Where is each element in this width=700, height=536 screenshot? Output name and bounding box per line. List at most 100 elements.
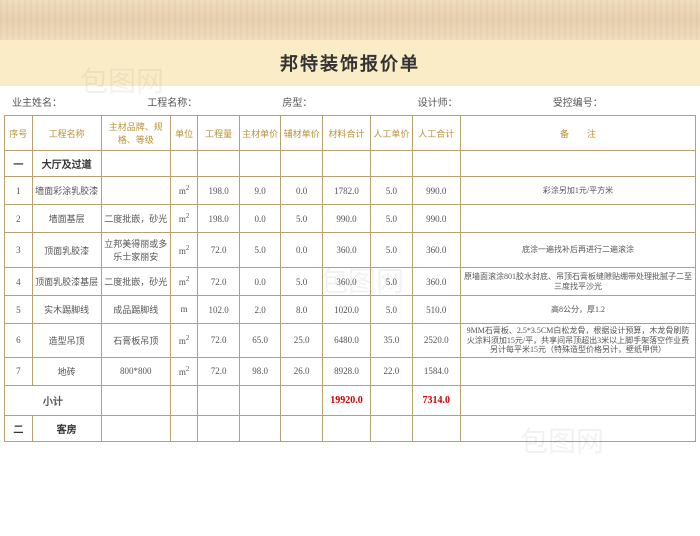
- cell-laborprice: 5.0: [371, 233, 412, 268]
- cell-auxprice: 26.0: [281, 357, 322, 385]
- wood-header: [0, 0, 700, 40]
- cell-brand: 800*800: [101, 357, 170, 385]
- cell-matprice: 65.0: [239, 324, 280, 358]
- cell-no: 5: [5, 296, 33, 324]
- cell-brand: 石膏板吊顶: [101, 324, 170, 358]
- cell-remark: [460, 205, 695, 233]
- cell-unit: m2: [170, 324, 198, 358]
- subtotal-label: 小计: [5, 385, 102, 415]
- cell-auxprice: 5.0: [281, 205, 322, 233]
- section-idx: 一: [5, 151, 33, 177]
- cell-labortotal: 990.0: [412, 177, 460, 205]
- section-row: 一大厅及过道: [5, 151, 696, 177]
- cell-unit: m2: [170, 268, 198, 296]
- cell-remark: 彩涂另加1元/平方米: [460, 177, 695, 205]
- section-name: 客房: [32, 415, 101, 441]
- cell-name: 造型吊顶: [32, 324, 101, 358]
- col-header: 材料合计: [322, 116, 370, 151]
- cell-remark: 9MM石膏板、2.5*3.5CM白松龙骨，根据设计预算，木龙骨刷防火涂料须加15…: [460, 324, 695, 358]
- cell-brand: 二度批嵌，砂光: [101, 268, 170, 296]
- table-header-row: 序号工程名称主材品牌、规格、等级单位工程量主材单价辅材单价材料合计人工单价人工合…: [5, 116, 696, 151]
- page-root: 邦特装饰报价单 业主姓名： 工程名称： 房型： 设计师： 受控编号： 序号工程名…: [0, 0, 700, 536]
- cell-auxprice: 25.0: [281, 324, 322, 358]
- control-no-value: [607, 94, 688, 109]
- table-row: 7地砖800*800m272.098.026.08928.022.01584.0: [5, 357, 696, 385]
- designer-value: [462, 94, 553, 109]
- house-type-label: 房型：: [282, 94, 312, 109]
- cell-qty: 72.0: [198, 268, 239, 296]
- col-header: 单位: [170, 116, 198, 151]
- cell-remark: 原墙面滚涂801胶水封底、吊顶石膏板缝隙贴绷带处理批腻子二至三度找平沙光: [460, 268, 695, 296]
- document-title: 邦特装饰报价单: [0, 50, 700, 76]
- project-label: 工程名称：: [147, 94, 197, 109]
- quote-table: 序号工程名称主材品牌、规格、等级单位工程量主材单价辅材单价材料合计人工单价人工合…: [4, 115, 696, 442]
- cell-brand: 立邦美得丽或多乐士家丽安: [101, 233, 170, 268]
- cell-labortotal: 510.0: [412, 296, 460, 324]
- house-type-value: [316, 94, 417, 109]
- table-row: 3顶面乳胶漆立邦美得丽或多乐士家丽安m272.05.00.0360.05.036…: [5, 233, 696, 268]
- col-header: 序号: [5, 116, 33, 151]
- cell-brand: 成品踢脚线: [101, 296, 170, 324]
- cell-remark: 底涂一遍找补后再进行二遍滚涂: [460, 233, 695, 268]
- cell-no: 2: [5, 205, 33, 233]
- cell-matprice: 2.0: [239, 296, 280, 324]
- cell-qty: 72.0: [198, 324, 239, 358]
- col-header: 主材品牌、规格、等级: [101, 116, 170, 151]
- cell-qty: 198.0: [198, 205, 239, 233]
- owner-label: 业主姓名：: [12, 94, 62, 109]
- cell-name: 实木踢脚线: [32, 296, 101, 324]
- cell-mattotal: 1020.0: [322, 296, 370, 324]
- cell-brand: 二度批嵌，砂光: [101, 205, 170, 233]
- cell-mattotal: 8928.0: [322, 357, 370, 385]
- cell-qty: 102.0: [198, 296, 239, 324]
- cell-laborprice: 5.0: [371, 268, 412, 296]
- cell-mattotal: 360.0: [322, 233, 370, 268]
- cell-remark: 高8公分，厚1.2: [460, 296, 695, 324]
- cell-auxprice: 8.0: [281, 296, 322, 324]
- col-header: 辅材单价: [281, 116, 322, 151]
- cell-matprice: 0.0: [239, 268, 280, 296]
- cell-labortotal: 990.0: [412, 205, 460, 233]
- cell-unit: m2: [170, 357, 198, 385]
- table-row: 1墙面彩涂乳胶漆 m2198.09.00.01782.05.0990.0彩涂另加1…: [5, 177, 696, 205]
- cell-unit: m: [170, 296, 198, 324]
- cell-auxprice: 0.0: [281, 233, 322, 268]
- cell-remark: [460, 357, 695, 385]
- title-band: 邦特装饰报价单: [0, 40, 700, 86]
- cell-mattotal: 6480.0: [322, 324, 370, 358]
- col-header: 工程量: [198, 116, 239, 151]
- cell-brand: [101, 177, 170, 205]
- project-value: [201, 94, 282, 109]
- cell-qty: 198.0: [198, 177, 239, 205]
- cell-laborprice: 5.0: [371, 205, 412, 233]
- cell-no: 7: [5, 357, 33, 385]
- cell-labortotal: 1584.0: [412, 357, 460, 385]
- cell-unit: m2: [170, 233, 198, 268]
- info-project: 工程名称：: [147, 94, 282, 109]
- cell-auxprice: 0.0: [281, 177, 322, 205]
- table-row: 4顶面乳胶漆基层二度批嵌，砂光m272.00.05.0360.05.0360.0…: [5, 268, 696, 296]
- cell-laborprice: 22.0: [371, 357, 412, 385]
- cell-laborprice: 5.0: [371, 177, 412, 205]
- cell-no: 1: [5, 177, 33, 205]
- cell-qty: 72.0: [198, 357, 239, 385]
- cell-name: 墙面彩涂乳胶漆: [32, 177, 101, 205]
- cell-unit: m2: [170, 177, 198, 205]
- col-header: 主材单价: [239, 116, 280, 151]
- table-wrap: 序号工程名称主材品牌、规格、等级单位工程量主材单价辅材单价材料合计人工单价人工合…: [0, 115, 700, 442]
- cell-labortotal: 360.0: [412, 233, 460, 268]
- table-row: 6造型吊顶石膏板吊顶m272.065.025.06480.035.02520.0…: [5, 324, 696, 358]
- cell-mattotal: 1782.0: [322, 177, 370, 205]
- cell-laborprice: 5.0: [371, 296, 412, 324]
- section-row: 二客房: [5, 415, 696, 441]
- cell-unit: m2: [170, 205, 198, 233]
- section-idx: 二: [5, 415, 33, 441]
- cell-mattotal: 990.0: [322, 205, 370, 233]
- info-control-no: 受控编号：: [553, 94, 688, 109]
- subtotal-labor: 7314.0: [412, 385, 460, 415]
- subtotal-mat: 19920.0: [322, 385, 370, 415]
- col-header: 备 注: [460, 116, 695, 151]
- cell-matprice: 9.0: [239, 177, 280, 205]
- subtotal-row: 小计 19920.0 7314.0: [5, 385, 696, 415]
- cell-name: 墙面基层: [32, 205, 101, 233]
